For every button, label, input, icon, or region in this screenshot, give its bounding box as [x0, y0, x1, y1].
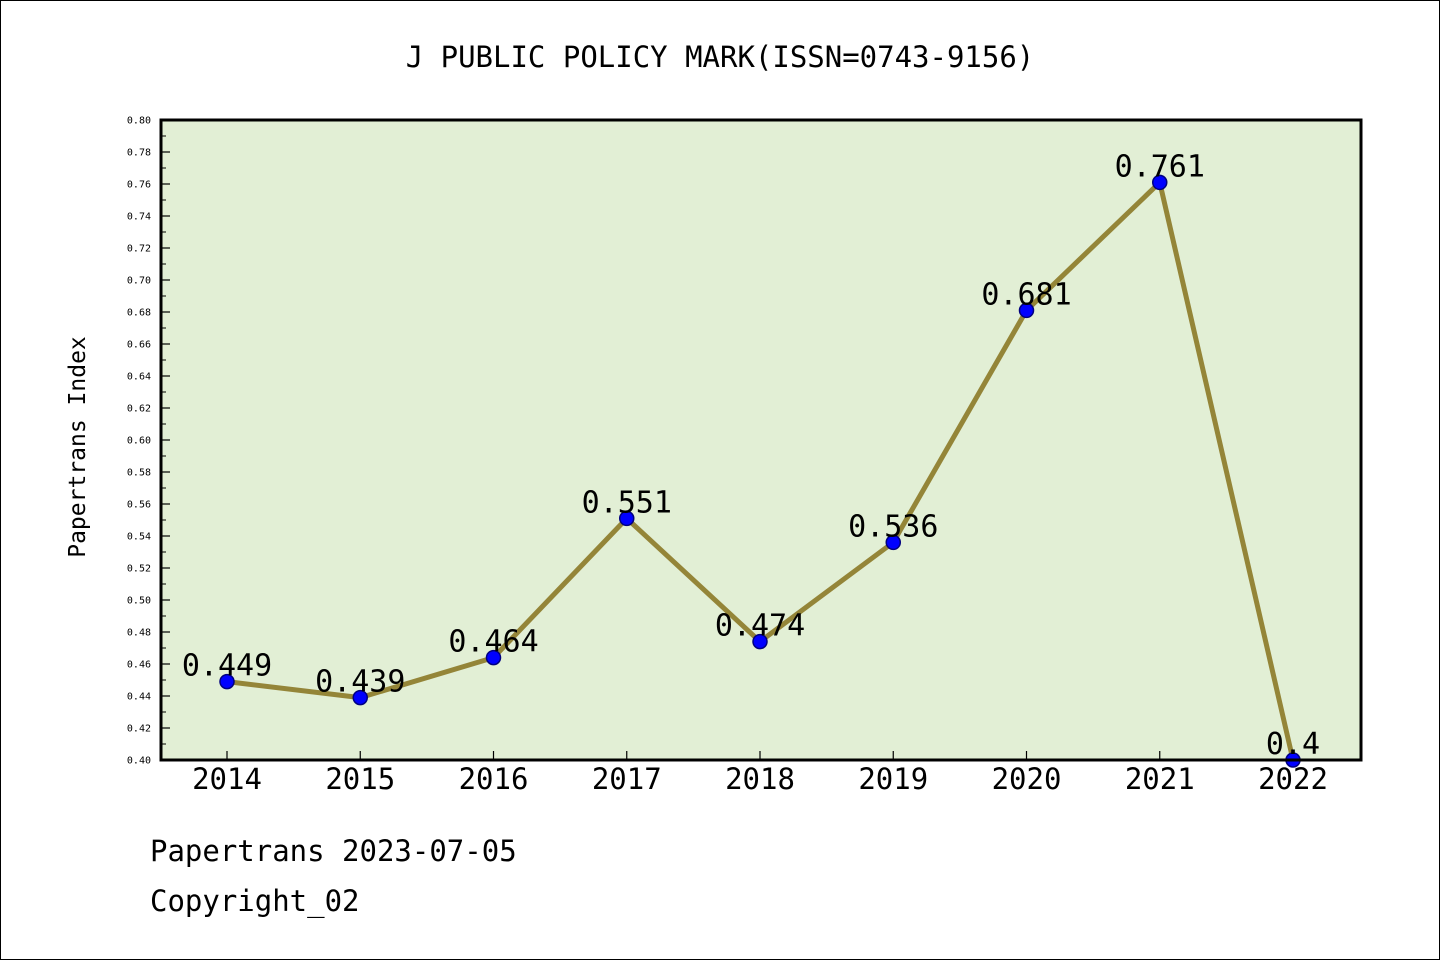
data-label: 0.464 — [448, 625, 538, 660]
y-tick-label: 0.66 — [127, 340, 151, 351]
x-tick-label: 2020 — [992, 762, 1062, 796]
x-tick-label: 2018 — [725, 762, 795, 796]
y-tick-label: 0.80 — [127, 116, 151, 127]
y-tick-label: 0.68 — [127, 308, 151, 319]
y-tick-label: 0.54 — [127, 532, 151, 543]
x-axis: 2014 2015 2016 2017 2018 2019 2020 2021 2022 — [192, 751, 1328, 796]
data-point — [1152, 174, 1168, 191]
data-label: 0.761 — [1115, 149, 1205, 184]
y-tick-label: 0.42 — [127, 724, 151, 735]
x-tick-label: 2014 — [192, 762, 262, 796]
plot-area — [161, 120, 1361, 760]
y-tick-label: 0.76 — [127, 180, 151, 191]
y-tick-label: 0.56 — [127, 500, 151, 511]
data-label: 0.439 — [315, 665, 405, 700]
footer-copyright: Copyright_02 — [150, 884, 360, 918]
x-tick-label: 2021 — [1125, 762, 1195, 796]
x-tick-label: 2017 — [592, 762, 662, 796]
data-label: 0.4 — [1266, 727, 1320, 762]
y-tick-label: 0.46 — [127, 660, 151, 671]
y-tick-label: 0.52 — [127, 564, 151, 575]
data-point — [1018, 302, 1035, 319]
y-tick-label: 0.74 — [127, 212, 151, 223]
y-tick-label: 0.72 — [127, 244, 151, 255]
x-tick-label: 2016 — [459, 762, 529, 796]
plot-border — [159, 118, 1363, 762]
x-tick-label: 2019 — [858, 762, 928, 796]
y-tick-label: 0.58 — [127, 468, 151, 479]
y-tick-label: 0.50 — [127, 596, 151, 607]
data-labels: 0.449 0.439 0.464 0.551 0.474 0.536 0.681 0.761… — [182, 149, 1320, 762]
data-label: 0.536 — [848, 509, 938, 544]
data-label: 0.681 — [981, 277, 1071, 312]
y-tick-label: 0.60 — [127, 436, 151, 447]
y-tick-label: 0.78 — [127, 148, 151, 159]
data-markers — [219, 174, 1301, 768]
y-tick-label: 0.64 — [127, 372, 151, 383]
x-tick-label: 2015 — [325, 762, 395, 796]
data-point — [352, 689, 368, 706]
data-label: 0.474 — [715, 609, 805, 644]
data-point — [619, 510, 635, 527]
y-axis: 0.40 0.42 0.44 0.46 0.48 0.50 0.52 0.54 0.56 0.58… — [127, 116, 170, 767]
data-point — [752, 633, 768, 650]
y-tick-label: 0.62 — [127, 404, 151, 415]
data-point — [219, 673, 235, 690]
y-tick-label: 0.40 — [127, 756, 151, 767]
y-axis-label: Papertrans Index — [65, 336, 91, 558]
data-point — [485, 649, 502, 666]
data-point — [885, 534, 901, 551]
y-tick-label: 0.44 — [127, 692, 151, 703]
footer-date: Papertrans 2023-07-05 — [150, 834, 517, 868]
data-label: 0.449 — [182, 649, 272, 684]
data-label: 0.551 — [582, 485, 672, 520]
y-tick-label: 0.48 — [127, 628, 151, 639]
y-tick-label: 0.70 — [127, 276, 151, 287]
chart-title: J PUBLIC POLICY MARK(ISSN=0743-9156) — [406, 40, 1035, 74]
